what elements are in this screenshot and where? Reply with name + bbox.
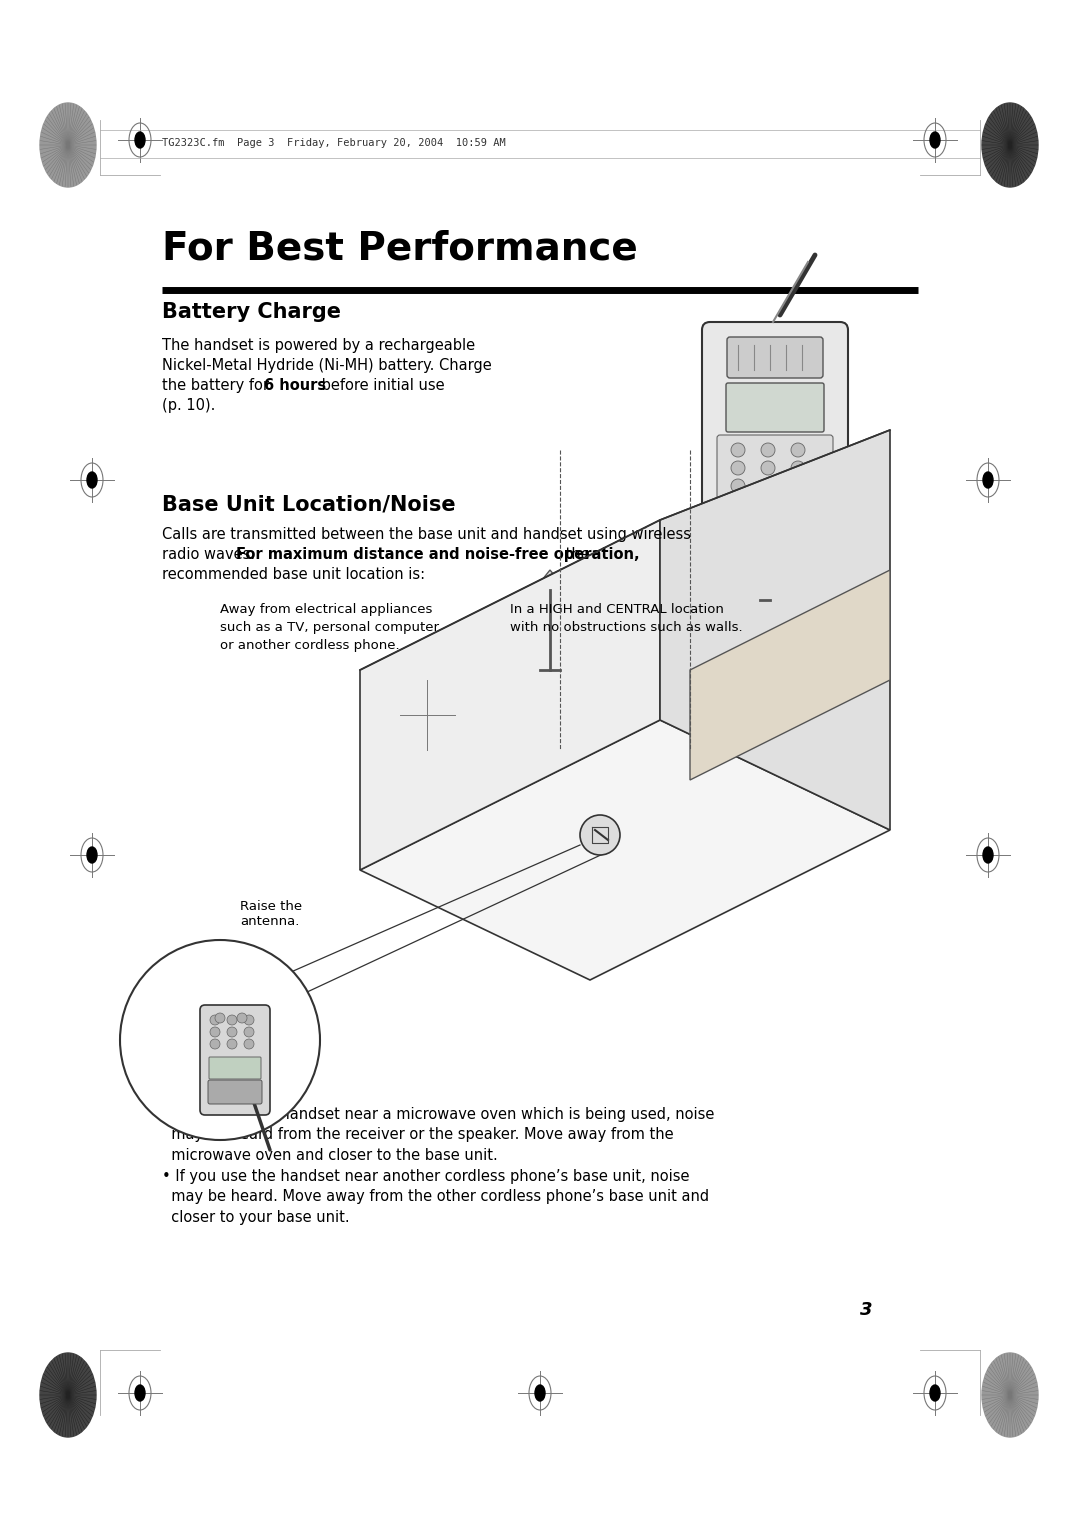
Ellipse shape [535, 1384, 545, 1401]
Circle shape [791, 497, 805, 510]
Polygon shape [530, 570, 570, 594]
Polygon shape [360, 720, 890, 979]
Polygon shape [750, 495, 831, 669]
Circle shape [120, 940, 320, 1140]
Circle shape [731, 497, 745, 510]
Circle shape [210, 1027, 220, 1038]
FancyBboxPatch shape [200, 1005, 270, 1115]
Text: TG2323C.fm  Page 3  Friday, February 20, 2004  10:59 AM: TG2323C.fm Page 3 Friday, February 20, 2… [162, 138, 505, 148]
FancyBboxPatch shape [702, 322, 848, 533]
Circle shape [761, 497, 775, 510]
Polygon shape [696, 597, 885, 691]
Circle shape [761, 461, 775, 475]
FancyBboxPatch shape [210, 1057, 261, 1079]
Text: the: the [561, 547, 590, 562]
Ellipse shape [87, 847, 97, 863]
Ellipse shape [982, 1352, 1038, 1436]
Ellipse shape [87, 472, 97, 487]
Text: 6 hours: 6 hours [264, 377, 326, 393]
Circle shape [731, 478, 745, 494]
FancyBboxPatch shape [400, 680, 455, 750]
Circle shape [580, 814, 620, 856]
Text: the battery for: the battery for [162, 377, 273, 393]
Polygon shape [696, 562, 885, 656]
Circle shape [791, 461, 805, 475]
Text: • If you use the handset near a microwave oven which is being used, noise
  may : • If you use the handset near a microwav… [162, 1106, 714, 1163]
FancyBboxPatch shape [717, 435, 833, 521]
Text: Nickel-Metal Hydride (Ni-MH) battery. Charge: Nickel-Metal Hydride (Ni-MH) battery. Ch… [162, 358, 491, 373]
Circle shape [791, 478, 805, 494]
Polygon shape [660, 429, 890, 830]
Circle shape [237, 1013, 247, 1024]
Ellipse shape [983, 472, 993, 487]
Ellipse shape [930, 131, 940, 148]
Ellipse shape [135, 1384, 145, 1401]
Text: Base Unit Location/Noise: Base Unit Location/Noise [162, 495, 456, 515]
FancyBboxPatch shape [386, 776, 438, 824]
Ellipse shape [930, 1384, 940, 1401]
FancyBboxPatch shape [728, 523, 822, 545]
Circle shape [210, 1039, 220, 1050]
Text: Away from electrical appliances
such as a TV, personal computer
or another cordl: Away from electrical appliances such as … [220, 604, 438, 652]
Circle shape [227, 1015, 237, 1025]
Polygon shape [360, 520, 660, 869]
Text: (p. 10).: (p. 10). [162, 397, 215, 413]
Circle shape [731, 443, 745, 457]
Circle shape [244, 1039, 254, 1050]
Text: Calls are transmitted between the base unit and handset using wireless: Calls are transmitted between the base u… [162, 527, 691, 542]
Ellipse shape [983, 847, 993, 863]
Polygon shape [690, 570, 890, 779]
Circle shape [227, 1027, 237, 1038]
Circle shape [227, 1039, 237, 1050]
Polygon shape [696, 527, 885, 620]
Text: For Best Performance: For Best Performance [162, 231, 638, 267]
Circle shape [791, 443, 805, 457]
Text: 3: 3 [860, 1300, 873, 1319]
Text: Raise the
antenna.: Raise the antenna. [240, 900, 302, 927]
FancyBboxPatch shape [727, 338, 823, 377]
Circle shape [761, 443, 775, 457]
Text: recommended base unit location is:: recommended base unit location is: [162, 567, 426, 582]
Text: • If you use the handset near another cordless phone’s base unit, noise
  may be: • If you use the handset near another co… [162, 1169, 710, 1225]
Text: In a HIGH and CENTRAL location
with no obstructions such as walls.: In a HIGH and CENTRAL location with no o… [510, 604, 743, 634]
Text: For maximum distance and noise-free operation,: For maximum distance and noise-free oper… [237, 547, 639, 562]
Circle shape [761, 478, 775, 494]
Circle shape [244, 1027, 254, 1038]
Ellipse shape [40, 102, 96, 186]
Circle shape [210, 1015, 220, 1025]
Text: before initial use: before initial use [318, 377, 445, 393]
FancyBboxPatch shape [208, 1080, 262, 1105]
Circle shape [244, 1015, 254, 1025]
Text: radio waves.: radio waves. [162, 547, 260, 562]
Text: Note:: Note: [162, 1085, 207, 1100]
Circle shape [215, 1013, 225, 1024]
FancyBboxPatch shape [378, 769, 447, 833]
Ellipse shape [135, 131, 145, 148]
Text: The handset is powered by a rechargeable: The handset is powered by a rechargeable [162, 338, 475, 353]
Ellipse shape [982, 102, 1038, 186]
FancyBboxPatch shape [726, 384, 824, 432]
Ellipse shape [40, 1352, 96, 1436]
Circle shape [731, 461, 745, 475]
Text: Battery Charge: Battery Charge [162, 303, 341, 322]
